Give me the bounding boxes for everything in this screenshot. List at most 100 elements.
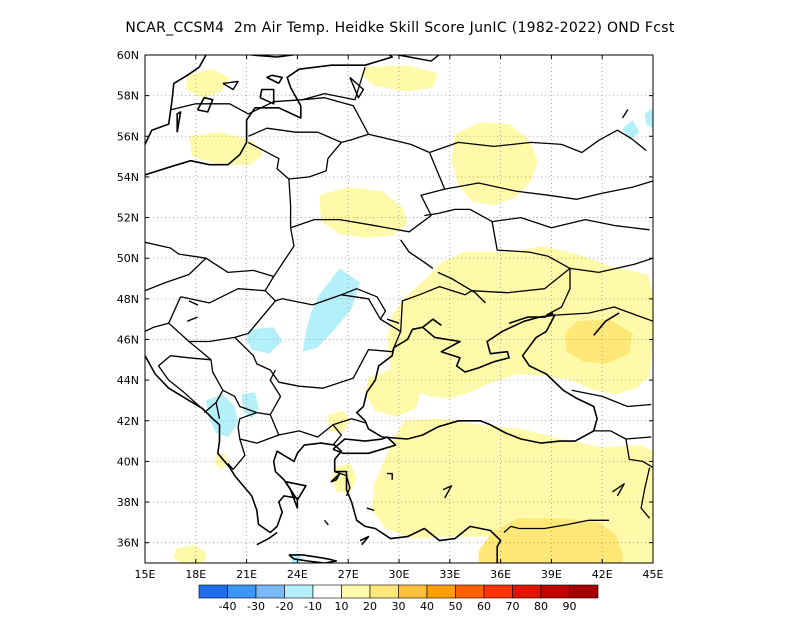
coastline bbox=[256, 531, 278, 546]
colorbar-label: 50 bbox=[449, 600, 463, 613]
lon-tick-label: 18E bbox=[185, 568, 206, 581]
skill-region-10-20 bbox=[319, 187, 408, 238]
map-title: NCAR_CCSM4 2m Air Temp. Heidke Skill Sco… bbox=[125, 20, 675, 36]
skill-region-10-20 bbox=[185, 69, 230, 98]
country-border bbox=[203, 402, 217, 414]
colorbar-swatch bbox=[284, 584, 314, 599]
colorbar-label: 20 bbox=[363, 600, 377, 613]
country-border bbox=[180, 276, 275, 304]
lon-tick-label: 33E bbox=[439, 568, 460, 581]
colorbar-label: 90 bbox=[563, 600, 577, 613]
lat-tick-label: 38N bbox=[117, 496, 139, 509]
colorbar-label: -20 bbox=[276, 600, 294, 613]
country-border bbox=[492, 216, 650, 231]
lake-outline bbox=[222, 80, 239, 91]
colorbar-swatch bbox=[255, 584, 285, 599]
country-border bbox=[341, 288, 387, 320]
country-border bbox=[569, 257, 653, 274]
lat-tick-label: 56N bbox=[117, 130, 139, 143]
lake-outline bbox=[621, 109, 629, 119]
colorbar-swatch bbox=[455, 584, 485, 599]
lat-tick-label: 48N bbox=[117, 293, 139, 306]
country-border bbox=[222, 389, 258, 414]
skill-region-10-20 bbox=[361, 65, 438, 92]
boundary-lines bbox=[145, 55, 653, 563]
country-border bbox=[625, 438, 653, 469]
colorbar-label: 40 bbox=[420, 600, 434, 613]
colorbar-label: 10 bbox=[335, 600, 349, 613]
country-border bbox=[269, 369, 366, 438]
colorbar-label: 80 bbox=[534, 600, 548, 613]
lat-tick-label: 40N bbox=[117, 455, 139, 468]
coastline bbox=[145, 355, 502, 563]
coastline bbox=[176, 111, 182, 133]
colorbar-swatch bbox=[483, 584, 513, 599]
country-border bbox=[145, 227, 295, 278]
country-border bbox=[145, 322, 169, 332]
colorbar-swatch bbox=[426, 584, 456, 599]
colorbar: -40 -30 -20 -10 10 20 30 40 50 60 70 80 90 bbox=[198, 584, 599, 613]
coastline bbox=[330, 473, 341, 483]
coastline bbox=[593, 312, 620, 336]
shaded-regions bbox=[173, 65, 653, 563]
colorbar-label: 60 bbox=[477, 600, 491, 613]
country-border bbox=[188, 341, 224, 419]
lat-tick-label: 50N bbox=[117, 252, 139, 265]
lat-tick-label: 54N bbox=[117, 171, 139, 184]
lake-outline bbox=[387, 472, 393, 480]
coastline bbox=[332, 436, 397, 455]
country-border bbox=[640, 467, 651, 519]
country-border bbox=[227, 438, 246, 471]
skill-region-10-20 bbox=[327, 410, 350, 433]
lat-tick-label: 44N bbox=[117, 374, 139, 387]
lon-tick-label: 45E bbox=[643, 568, 664, 581]
colorbar-label: 30 bbox=[392, 600, 406, 613]
lake-outline bbox=[400, 239, 434, 269]
lat-tick-label: 46N bbox=[117, 333, 139, 346]
lat-tick-label: 58N bbox=[117, 90, 139, 103]
lake-outline bbox=[323, 519, 329, 526]
lat-tick-label: 60N bbox=[117, 49, 139, 62]
lake-outline bbox=[187, 316, 198, 322]
country-border bbox=[554, 306, 653, 322]
lake-outline bbox=[612, 483, 625, 497]
lake-outline bbox=[366, 507, 375, 511]
colorbar-swatch bbox=[540, 584, 570, 599]
coastline bbox=[359, 535, 370, 546]
country-border bbox=[170, 97, 370, 144]
lat-tick-label: 36N bbox=[117, 537, 139, 550]
skill-region--10--20 bbox=[644, 107, 653, 129]
country-border bbox=[332, 424, 343, 446]
country-border bbox=[145, 257, 207, 292]
skill-region--10--20 bbox=[246, 327, 283, 354]
country-border bbox=[157, 355, 212, 412]
lon-tick-label: 30E bbox=[389, 568, 410, 581]
coastline bbox=[422, 318, 442, 328]
coastline bbox=[266, 74, 284, 85]
country-border bbox=[503, 519, 609, 533]
country-border bbox=[571, 389, 652, 408]
axis-ticks: 15E 18E 21E 24E 27E 30E 33E 36E 39E 42E 45E 36N 38N 4… bbox=[117, 49, 664, 581]
colorbar-swatch bbox=[198, 584, 228, 599]
skill-region-20-30 bbox=[478, 518, 623, 563]
coastline bbox=[508, 312, 554, 324]
coastline bbox=[145, 55, 394, 176]
lake-outline bbox=[437, 271, 486, 304]
country-border bbox=[302, 67, 366, 101]
colorbar-swatch bbox=[512, 584, 542, 599]
colorbar-label: -30 bbox=[247, 600, 265, 613]
skill-region--10--20 bbox=[302, 268, 361, 352]
coastline bbox=[284, 480, 307, 501]
colorbar-label: -10 bbox=[304, 600, 322, 613]
colorbar-swatch bbox=[312, 584, 342, 599]
lake-outline bbox=[442, 485, 453, 499]
skill-region-10-20 bbox=[365, 367, 421, 417]
coastline bbox=[259, 88, 275, 105]
skill-region-20-30 bbox=[564, 319, 633, 364]
coastline bbox=[145, 55, 207, 145]
country-border bbox=[593, 430, 652, 440]
lon-tick-label: 27E bbox=[338, 568, 359, 581]
lat-tick-label: 52N bbox=[117, 212, 139, 225]
lake-outline bbox=[394, 55, 440, 62]
lon-tick-label: 42E bbox=[592, 568, 613, 581]
